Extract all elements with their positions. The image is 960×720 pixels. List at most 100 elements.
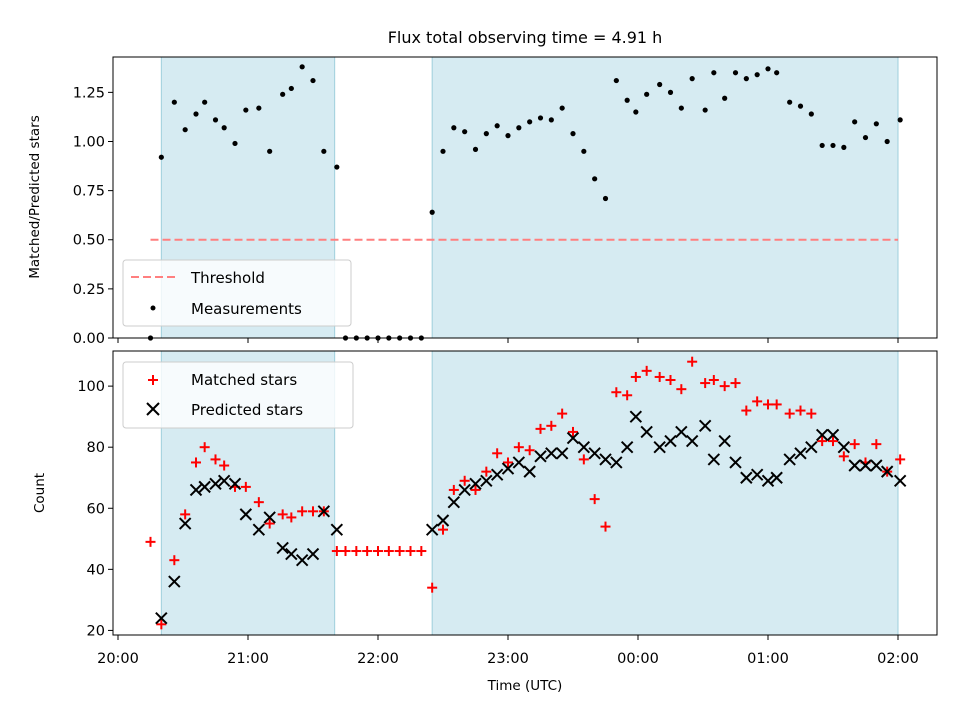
count-y-ticks: 20 40 60 80 100 xyxy=(77,379,113,639)
predicted-star-point xyxy=(178,517,192,530)
measurement-point xyxy=(774,70,780,76)
matched-star-point xyxy=(459,475,470,486)
predicted-star-point xyxy=(826,428,840,442)
matched-star-point xyxy=(719,381,730,392)
threshold-legend-label: Threshold xyxy=(190,269,265,287)
predicted-star-point xyxy=(523,465,536,478)
predicted-star-point xyxy=(239,508,253,521)
predicted-star-point xyxy=(555,447,569,460)
measurement-point xyxy=(516,125,522,131)
predicted-star-point xyxy=(893,474,907,487)
matched-star-point xyxy=(687,356,698,367)
predicted-star-point xyxy=(469,477,482,491)
matched-star-point xyxy=(806,408,817,419)
predicted-star-point xyxy=(501,462,515,475)
measurement-point xyxy=(505,133,511,139)
matched-star-point xyxy=(676,384,687,395)
predicted-star-point xyxy=(276,541,289,555)
matched-star-point xyxy=(622,390,633,401)
predicted-star-point xyxy=(729,456,742,469)
measurement-point xyxy=(689,76,695,82)
predicted-star-point xyxy=(480,474,493,487)
measurement-point xyxy=(702,107,708,113)
measurements-legend-label: Measurements xyxy=(191,300,302,318)
measurement-point xyxy=(570,131,576,137)
predicted-star-point xyxy=(740,471,753,484)
predicted-star-point xyxy=(155,611,168,625)
predicted-star-point xyxy=(718,434,731,448)
predicted-star-point xyxy=(707,453,721,466)
ratio-panel: 0.00 0.25 0.50 0.75 1.00 1.25 Flux total obse… xyxy=(27,28,938,347)
matched-star-point xyxy=(708,375,719,386)
matched-star-point xyxy=(665,375,676,386)
count-axes-frame xyxy=(112,350,938,636)
matched-star-point xyxy=(448,484,459,495)
matched-legend-swatch xyxy=(148,375,158,385)
matched-star-point xyxy=(546,420,557,431)
count-x-ticks: 20:00 21:00 22:00 23:00 00:00 01:00 02:00 xyxy=(97,635,919,667)
matched-star-point xyxy=(199,442,210,453)
predicted-star-point xyxy=(198,480,211,494)
measurement-point xyxy=(193,111,199,117)
predicted-star-point xyxy=(330,523,344,536)
count-legend: Matched stars Predicted stars xyxy=(122,361,354,429)
predicted-star-point xyxy=(447,495,461,509)
predicted-star-point xyxy=(599,453,612,466)
count-legend-box xyxy=(122,361,354,429)
matched-star-point xyxy=(795,405,806,416)
matched-star-point xyxy=(784,408,795,419)
matched-star-point xyxy=(210,454,221,465)
matched-star-point xyxy=(771,399,782,410)
matched-star-point xyxy=(513,442,524,453)
matched-star-point xyxy=(286,512,297,523)
predicted-star-point xyxy=(263,511,276,524)
predicted-star-point xyxy=(189,483,203,497)
ratio-y-tick-label: 1.00 xyxy=(73,134,105,150)
measurement-point xyxy=(429,209,435,215)
predicted-star-point xyxy=(848,459,861,472)
matched-star-point xyxy=(340,546,351,557)
measurement-point xyxy=(334,164,340,170)
measurement-point xyxy=(819,142,825,149)
matched-star-point xyxy=(264,518,275,529)
matched-star-point xyxy=(492,448,503,459)
measurement-point xyxy=(884,138,890,145)
measurement-point xyxy=(171,99,177,105)
matched-star-point xyxy=(700,378,711,389)
matched-star-point xyxy=(730,378,741,389)
measurement-point xyxy=(581,148,587,154)
matched-star-point xyxy=(641,365,652,376)
predicted-star-point xyxy=(870,459,883,472)
measurement-point xyxy=(667,89,674,95)
matched-star-point xyxy=(308,506,318,517)
count-y-tick-label: 80 xyxy=(87,440,105,456)
measurement-point xyxy=(897,117,903,123)
predicted-star-point xyxy=(610,456,623,469)
measurement-point xyxy=(657,81,663,88)
ratio-y-axis-label: Matched/Predicted stars xyxy=(27,115,43,278)
predicted-star-point xyxy=(209,477,222,491)
matched-star-point xyxy=(535,423,546,434)
predicted-star-point xyxy=(653,440,666,454)
ratio-x-ticks xyxy=(117,338,899,343)
matched-star-point xyxy=(654,371,665,382)
ratio-legend-box xyxy=(122,259,352,327)
predicted-star-point xyxy=(629,410,643,423)
measurement-point xyxy=(462,129,468,135)
predicted-star-point xyxy=(664,434,677,448)
measurement-point xyxy=(743,76,749,82)
measurement-point xyxy=(243,107,249,113)
matched-star-point xyxy=(191,457,201,468)
predicted-star-point xyxy=(295,553,309,567)
measurement-point xyxy=(711,70,717,76)
observing-intervals-bottom xyxy=(160,350,899,636)
matched-star-point xyxy=(741,405,752,416)
count-x-tick-label: 22:00 xyxy=(357,651,399,667)
matched-star-point xyxy=(630,371,641,382)
matched-star-point xyxy=(828,436,838,447)
matched-star-point xyxy=(416,546,427,557)
predicted-star-point xyxy=(252,523,266,536)
ratio-observing-interval xyxy=(431,56,899,339)
ratio-y-tick-label: 0.25 xyxy=(73,282,105,298)
